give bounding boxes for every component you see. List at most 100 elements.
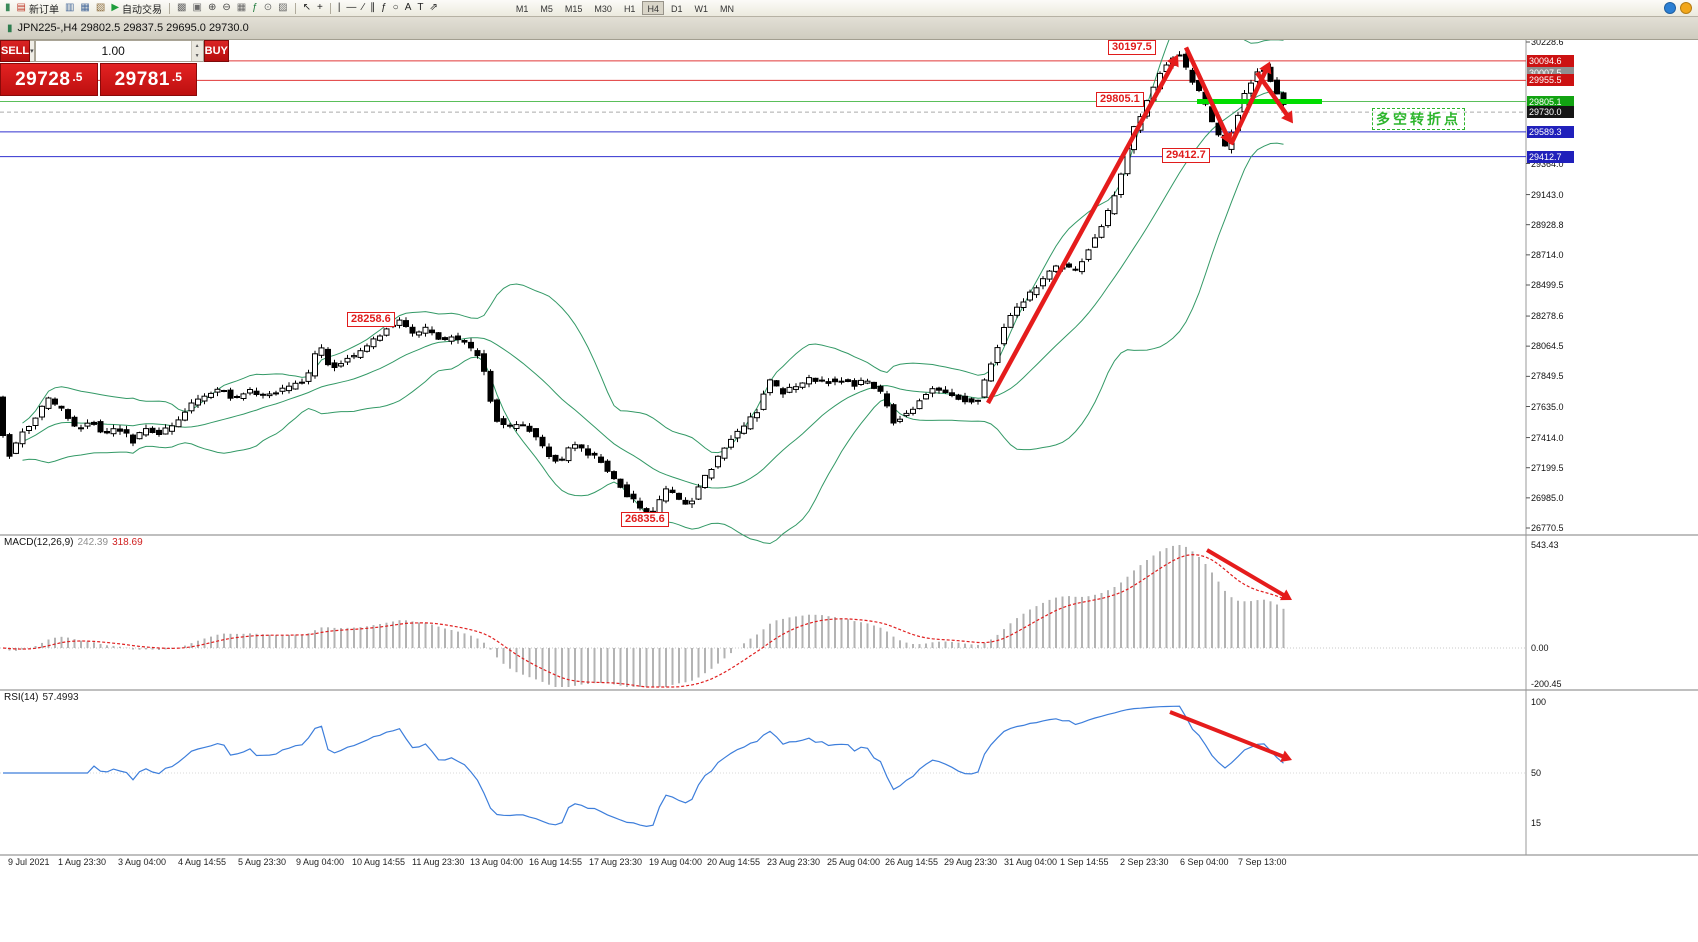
zoom-out-icon[interactable]: ⊖ xyxy=(219,1,233,16)
rsi-line xyxy=(3,705,1284,828)
channel-icon-glyph: ∥ xyxy=(370,2,376,13)
candle-body xyxy=(786,386,793,393)
price-annotation[interactable]: 26835.6 xyxy=(621,512,669,527)
candle-body xyxy=(806,377,812,385)
buy-button[interactable]: BUY xyxy=(203,40,229,62)
vertical-line-icon[interactable]: | xyxy=(335,1,344,16)
candle-body xyxy=(156,429,162,435)
market-watch-icon[interactable]: ▥ xyxy=(62,1,77,16)
sell-button[interactable]: SELL xyxy=(0,40,31,62)
candle-body xyxy=(617,478,624,488)
candle-body xyxy=(104,431,110,434)
fibonacci-icon-glyph: ƒ xyxy=(381,2,387,13)
cursor-icon[interactable]: ↖ xyxy=(300,1,314,16)
trend-arrow-1[interactable] xyxy=(986,60,1177,405)
trend-arrow-4[interactable] xyxy=(1255,71,1291,119)
timeframe-m30[interactable]: M30 xyxy=(594,4,612,14)
horizontal-line-icon[interactable]: — xyxy=(343,1,359,16)
arrows-icon[interactable]: ⇗ xyxy=(426,1,440,16)
candle-body xyxy=(832,378,838,383)
auto-trading-button[interactable]: ▶ 自动交易 xyxy=(108,1,165,16)
rsi-trend-arrow[interactable] xyxy=(1169,710,1287,760)
grid-icon[interactable]: ▦ xyxy=(234,1,249,16)
candle-body xyxy=(1040,278,1046,287)
label-icon-glyph: T xyxy=(417,2,424,13)
templates-icon[interactable]: ▨ xyxy=(275,1,290,16)
toolbar-separator xyxy=(169,2,171,14)
volume-decrease-button[interactable]: ▼ xyxy=(191,51,203,61)
period-icon[interactable]: ⊙ xyxy=(261,1,275,16)
time-axis-label: 29 Aug 23:30 xyxy=(944,857,998,867)
pivot-note-text[interactable]: 多空转折点 xyxy=(1372,108,1465,130)
period-icon-glyph: ⊙ xyxy=(263,2,273,13)
candle-body xyxy=(585,448,591,456)
label-icon[interactable]: T xyxy=(414,1,426,16)
candle-body xyxy=(858,379,864,385)
candle-body xyxy=(91,421,97,425)
buy-price-main: 29781 xyxy=(114,68,170,90)
candle-body xyxy=(325,348,331,366)
price-annotation[interactable]: 29805.1 xyxy=(1096,92,1144,107)
timeframe-m15[interactable]: M15 xyxy=(564,4,583,14)
rsi-scale-label: 15 xyxy=(1531,817,1542,828)
candle-body xyxy=(728,438,734,448)
text-icon[interactable]: A xyxy=(402,1,415,16)
timeframe-h4[interactable]: H4 xyxy=(642,1,664,15)
candle-body xyxy=(923,394,929,400)
volume-input[interactable] xyxy=(35,41,191,61)
macd-trend-arrow[interactable] xyxy=(1205,548,1287,599)
indicators-icon[interactable]: ƒ xyxy=(249,1,261,16)
time-axis-label: 9 Aug 04:00 xyxy=(296,857,345,867)
timeframe-d1[interactable]: D1 xyxy=(670,4,683,14)
candle-body xyxy=(240,393,247,399)
alert-icon[interactable] xyxy=(1680,2,1692,14)
templates-icon-glyph: ▨ xyxy=(278,2,288,13)
chart-area[interactable]: MACD(12,26,9) 242.39 318.69 RSI(14) 57.4993… xyxy=(0,37,1698,942)
price-annotation[interactable]: 29412.7 xyxy=(1162,148,1210,163)
candle-body xyxy=(988,363,994,382)
timeframe-w1[interactable]: W1 xyxy=(694,4,708,14)
candle-body xyxy=(117,428,123,432)
candle-body xyxy=(143,428,149,436)
chart-window-titlebar[interactable]: ▮ JPN225-,H4 29802.5 29837.5 29695.0 297… xyxy=(0,17,1698,40)
navigator-icon[interactable]: ▧ xyxy=(93,1,108,16)
crosshair-icon[interactable]: + xyxy=(314,1,326,16)
candle-body xyxy=(1111,195,1118,215)
volume-dropdown-arrow-icon[interactable]: ▾ xyxy=(30,40,35,62)
new-order-button-glyph: ▤ xyxy=(16,2,26,13)
tile-windows-icon[interactable]: ▩ xyxy=(174,1,189,16)
zoom-in-icon[interactable]: ⊕ xyxy=(205,1,219,16)
timeframe-h1[interactable]: H1 xyxy=(623,4,636,14)
trendline-icon-glyph: ∕ xyxy=(362,2,365,13)
new-order-button[interactable]: ▤ 新订单 xyxy=(14,1,62,16)
candle-body xyxy=(195,398,201,406)
trendline-icon[interactable]: ∕ xyxy=(359,1,367,16)
timeframe-m1[interactable]: M1 xyxy=(515,4,529,14)
sell-price-button[interactable]: 29728 .5 xyxy=(0,63,98,96)
timeframe-m5[interactable]: M5 xyxy=(540,4,553,14)
candle-body xyxy=(897,418,903,422)
timeframe-mn[interactable]: MN xyxy=(719,4,734,14)
candle-body xyxy=(162,427,169,435)
macd-signal-value: 318.69 xyxy=(112,537,143,548)
shapes-icon[interactable]: ○ xyxy=(390,1,402,16)
fibonacci-icon[interactable]: ƒ xyxy=(378,1,390,16)
channel-icon[interactable]: ∥ xyxy=(367,1,378,16)
buy-price-button[interactable]: 29781 .5 xyxy=(99,63,197,96)
toolbar-separator xyxy=(329,2,331,14)
chart-tab-icon: ▮ xyxy=(7,22,13,34)
volume-increase-button[interactable]: ▲ xyxy=(191,41,203,51)
candle-body xyxy=(845,379,851,383)
trend-arrow-3-head xyxy=(1259,61,1272,75)
rsi-trend-arrow-head xyxy=(1280,750,1292,762)
trend-arrow-2[interactable] xyxy=(1183,46,1230,139)
data-window-icon[interactable]: ▦ xyxy=(77,1,92,16)
candle-body xyxy=(871,381,877,389)
candle-body xyxy=(929,388,936,394)
profiles-icon[interactable]: ▣ xyxy=(189,1,204,16)
timeframe-toolbar: M1 M5 M15 M30 H1 H4 D1 W1 MN xyxy=(511,1,739,15)
price-annotation[interactable]: 28258.6 xyxy=(347,312,395,327)
price-annotation[interactable]: 30197.5 xyxy=(1108,40,1156,55)
candle-body xyxy=(435,332,442,340)
community-icon[interactable] xyxy=(1664,2,1676,14)
